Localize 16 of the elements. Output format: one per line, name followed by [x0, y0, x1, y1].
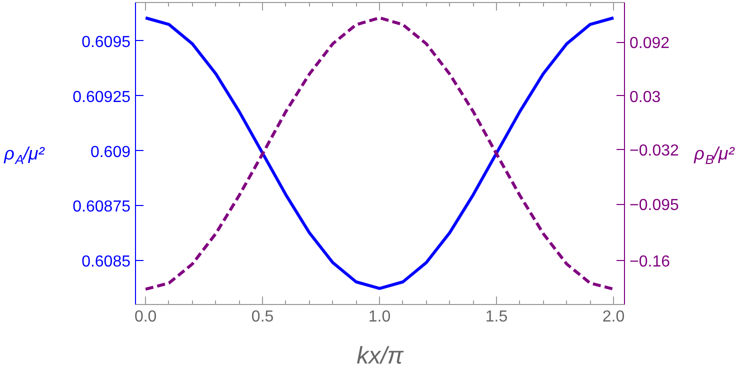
x-tick-label: 1.0: [368, 308, 391, 326]
y2-tick-label: −0.16: [630, 254, 670, 271]
y-tick-label: 0.60875: [72, 198, 131, 216]
y-tick-label: 0.60925: [72, 88, 131, 106]
y2-tick-label: −0.095: [630, 197, 679, 214]
x-tick-label: 1.5: [485, 308, 508, 326]
y-tick-label: 0.6095: [82, 34, 131, 51]
y-tick-label: 0.6085: [82, 254, 131, 271]
y2-tick-label: −0.032: [630, 142, 679, 160]
x-axis-title: kx/π: [356, 342, 404, 370]
y2-tick-label: 0.092: [630, 35, 670, 52]
y-tick-label: 0.609: [90, 144, 131, 161]
y2-tick-label: 0.03: [630, 88, 661, 106]
x-tick-label: 2.0: [602, 308, 625, 326]
x-tick-label: 0.0: [134, 308, 157, 326]
x-tick-label: 0.5: [251, 308, 274, 326]
